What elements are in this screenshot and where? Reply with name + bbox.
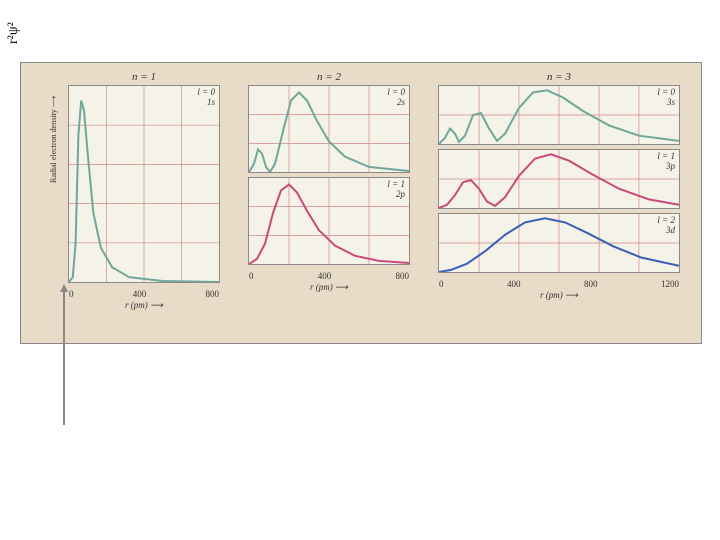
orbital-label: l = 03s — [657, 88, 675, 108]
column-n1: n = 1 l = 01s 0400800r (pm) ⟶ — [69, 71, 219, 311]
x-ticks: 04008001200 — [439, 279, 679, 289]
orbital-label: l = 13p — [657, 152, 675, 172]
panel-3p: l = 13p — [438, 149, 680, 209]
x-axis-label: r (pm) ⟶ — [540, 290, 578, 301]
column-title: n = 1 — [132, 71, 156, 83]
orbital-label: l = 02s — [387, 88, 405, 108]
x-ticks: 0400800 — [249, 271, 409, 281]
orbital-label: l = 23d — [657, 216, 675, 236]
column-n3: n = 3 l = 03s l = 13p l = 23d 04008001200r (… — [439, 71, 679, 301]
formula-label: r²ψ² — [6, 22, 22, 44]
panel-3d: l = 23d — [438, 213, 680, 273]
x-ticks: 0400800 — [69, 289, 219, 299]
y-axis-label: Radial electron density ⟶ — [49, 96, 58, 183]
column-title: n = 2 — [317, 71, 341, 83]
orbital-label: l = 01s — [197, 88, 215, 108]
panel-1s: l = 01s — [68, 85, 220, 283]
pointer-arrow — [63, 290, 65, 425]
panel-2s: l = 02s — [248, 85, 410, 173]
orbital-label: l = 12p — [387, 180, 405, 200]
panel-3s: l = 03s — [438, 85, 680, 145]
x-axis-label: r (pm) ⟶ — [125, 300, 163, 311]
figure-container: Radial electron density ⟶ n = 1 l = 01s 04… — [20, 62, 702, 344]
column-n2: n = 2 l = 02s l = 12p 0400800r (pm) ⟶ — [249, 71, 409, 293]
x-axis-label: r (pm) ⟶ — [310, 282, 348, 293]
panel-2p: l = 12p — [248, 177, 410, 265]
column-title: n = 3 — [547, 71, 571, 83]
